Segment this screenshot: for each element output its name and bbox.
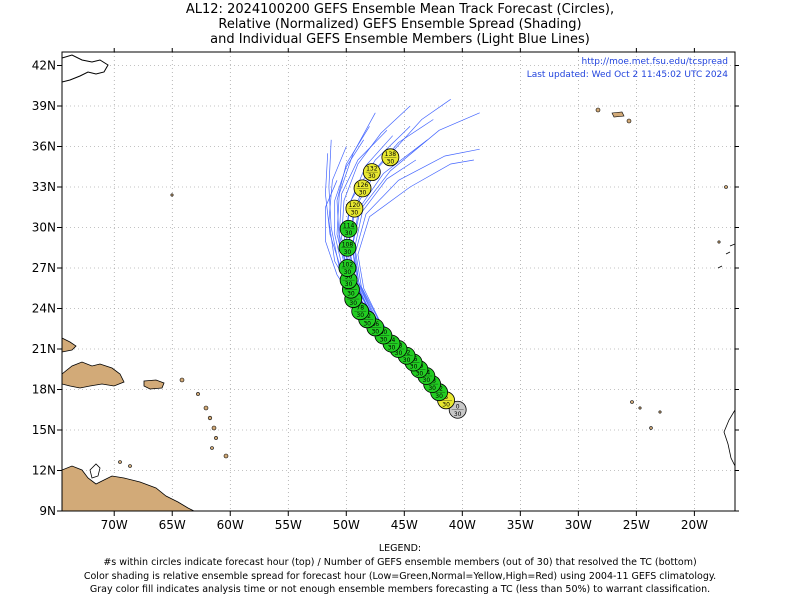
member-count-label: 30	[442, 401, 450, 408]
legend-line-2: Color shading is relative ensemble sprea…	[83, 571, 717, 582]
forecast-hour-label: 108	[342, 241, 354, 248]
member-count-label: 30	[344, 249, 352, 256]
land-south-america	[62, 465, 195, 511]
forecast-hour-label: 120	[349, 202, 361, 209]
chart-title-line-1: AL12: 2024100200 GEFS Ensemble Mean Trac…	[185, 2, 615, 17]
x-tick-label: 70W	[101, 518, 128, 532]
land-small-islands	[170, 107, 728, 430]
forecast-hour-label: 126	[357, 182, 369, 189]
forecast-hour-label: 0	[456, 403, 460, 410]
legend-line-1: #s within circles indicate forecast hour…	[103, 557, 697, 568]
forecast-hour-label: 102	[342, 262, 354, 269]
forecast-hour-label: 114	[343, 222, 355, 229]
member-count-label: 30	[345, 281, 353, 288]
y-tick-label: 9N	[39, 504, 56, 518]
forecast-hour-label: 42	[403, 349, 411, 356]
land-nova-scotia	[62, 54, 109, 83]
member-count-label: 30	[388, 345, 396, 352]
source-url[interactable]: http://moe.met.fsu.edu/tcspread	[582, 57, 729, 67]
forecast-hour-label: 78	[356, 305, 364, 312]
mean-track-circles: 0306301230183024303030363042304830543060…	[338, 148, 467, 419]
legend-line-3: Gray color fill indicates analysis time …	[89, 584, 711, 595]
y-tick-label: 24N	[32, 302, 56, 316]
member-count-label: 30	[435, 393, 443, 400]
x-tick-label: 40W	[449, 518, 476, 532]
member-count-label: 30	[359, 189, 367, 196]
y-tick-label: 30N	[32, 221, 56, 235]
member-count-label: 30	[371, 328, 379, 335]
y-tick-label: 15N	[32, 423, 56, 437]
member-count-label: 30	[380, 337, 388, 344]
chart-title-line-3: and Individual GEFS Ensemble Members (Li…	[210, 32, 590, 47]
last-updated-text: Last updated: Wed Oct 2 11:45:02 UTC 202…	[527, 70, 729, 80]
x-tick-label: 30W	[565, 518, 592, 532]
member-count-label: 30	[423, 377, 431, 384]
y-tick-label: 21N	[32, 342, 56, 356]
member-count-label: 30	[416, 370, 424, 377]
y-tick-label: 42N	[32, 59, 56, 73]
lat-lon-grid	[62, 52, 735, 512]
member-count-label: 30	[454, 411, 462, 418]
x-tick-label: 65W	[159, 518, 186, 532]
y-tick-label: 12N	[32, 464, 56, 478]
x-tick-label: 60W	[217, 518, 244, 532]
member-count-label: 30	[403, 357, 411, 364]
member-count-label: 30	[356, 312, 364, 319]
forecast-hour-label: 60	[380, 329, 388, 336]
member-count-label: 30	[351, 210, 359, 217]
member-count-label: 30	[345, 230, 353, 237]
member-count-label: 30	[410, 364, 418, 371]
y-tick-label: 36N	[32, 140, 56, 154]
y-tick-label: 27N	[32, 261, 56, 275]
x-tick-label: 20W	[681, 518, 708, 532]
chart-title-line-2: Relative (Normalized) GEFS Ensemble Spre…	[218, 17, 582, 32]
land-masses	[62, 54, 735, 511]
plot-area	[62, 52, 735, 511]
legend-heading: LEGEND:	[378, 543, 422, 554]
land-africa	[723, 409, 735, 467]
forecast-hour-label: 96	[345, 274, 353, 281]
x-tick-label: 45W	[391, 518, 418, 532]
x-tick-label: 50W	[333, 518, 360, 532]
plot-frame	[61, 51, 736, 512]
y-tick-label: 39N	[32, 99, 56, 113]
member-count-label: 30	[395, 350, 403, 357]
member-count-label: 30	[363, 320, 371, 327]
forecast-hour-label: 138	[385, 151, 397, 158]
land-canaries	[717, 243, 735, 269]
land-cuba-tip	[62, 337, 77, 353]
forecast-hour-label: 54	[388, 337, 396, 344]
x-tick-label: 25W	[623, 518, 650, 532]
member-count-label: 30	[428, 385, 436, 392]
member-count-label: 30	[347, 291, 355, 298]
y-tick-label: 33N	[32, 180, 56, 194]
land-lesser-antilles	[118, 377, 229, 468]
x-tick-label: 55W	[275, 518, 302, 532]
axis-ticks: 70W 65W 60W 55W 50W 45W 40W 35W 30W 25W 20W 9N 12N 15…	[32, 48, 739, 532]
land-peninsula	[89, 463, 101, 479]
land-puerto-rico	[143, 379, 165, 390]
forecast-point: 030	[448, 400, 467, 419]
member-count-label: 30	[368, 173, 376, 180]
forecast-hour-label: 66	[371, 321, 379, 328]
land-hispaniola	[62, 361, 125, 389]
forecast-hour-label: 132	[366, 166, 378, 173]
member-count-label: 30	[387, 158, 395, 165]
y-tick-label: 18N	[32, 383, 56, 397]
x-tick-label: 35W	[507, 518, 534, 532]
member-count-label: 30	[344, 269, 352, 276]
member-count-label: 30	[349, 300, 357, 307]
